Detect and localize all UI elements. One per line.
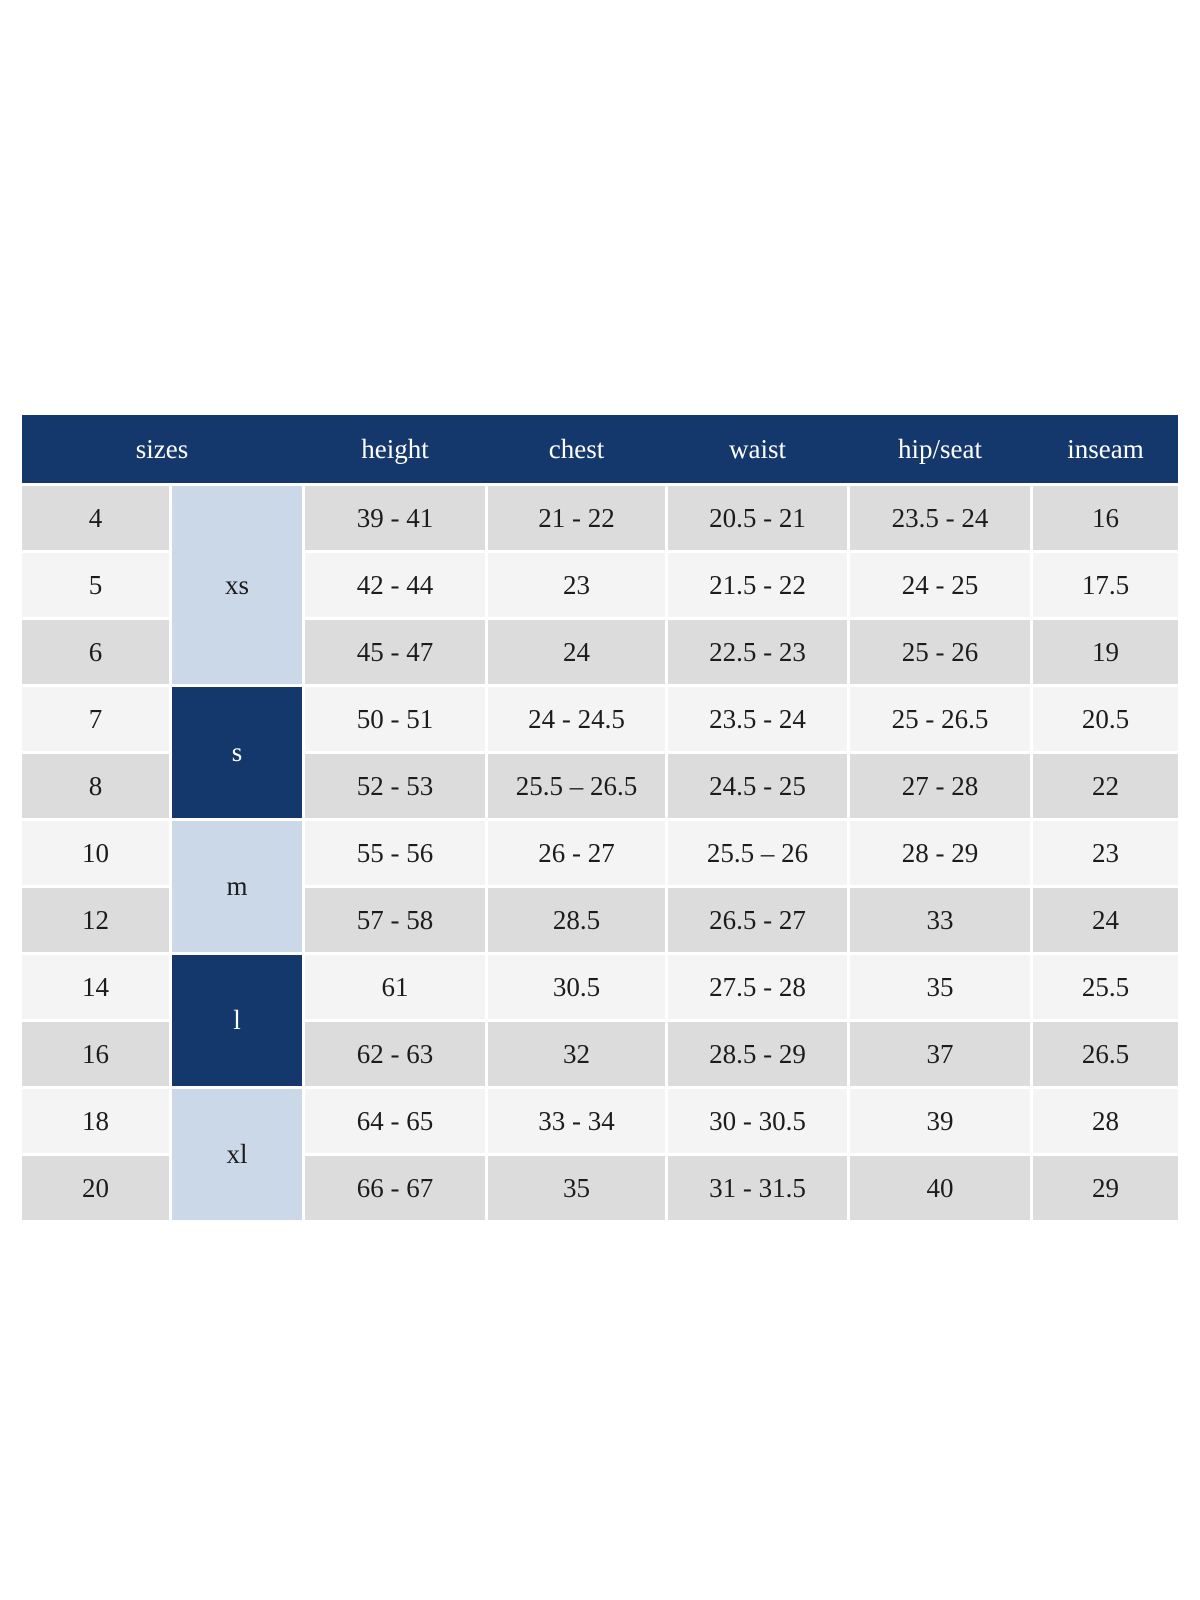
height-cell: 61 xyxy=(305,955,485,1019)
inseam-cell: 26.5 xyxy=(1033,1022,1178,1086)
chest-cell: 35 xyxy=(488,1156,665,1220)
inseam-cell: 20.5 xyxy=(1033,687,1178,751)
inseam-cell: 25.5 xyxy=(1033,955,1178,1019)
waist-cell: 21.5 - 22 xyxy=(668,553,847,617)
size-cell: 18 xyxy=(22,1089,169,1153)
inseam-cell: 16 xyxy=(1033,486,1178,550)
size-cell: 10 xyxy=(22,821,169,885)
header-hip-seat: hip/seat xyxy=(898,433,982,464)
size-cell: 7 xyxy=(22,687,169,751)
hip-seat-cell: 37 xyxy=(850,1022,1030,1086)
table-row: 5 42 - 44 23 21.5 - 22 24 - 25 17.5 xyxy=(22,553,1178,617)
group-label-s: s xyxy=(172,687,302,818)
hip-seat-cell: 33 xyxy=(850,888,1030,952)
height-cell: 45 - 47 xyxy=(305,620,485,684)
group-label-xs: xs xyxy=(172,486,302,684)
size-cell: 8 xyxy=(22,754,169,818)
waist-cell: 24.5 - 25 xyxy=(668,754,847,818)
waist-cell: 31 - 31.5 xyxy=(668,1156,847,1220)
hip-seat-cell: 24 - 25 xyxy=(850,553,1030,617)
table-row: 20 66 - 67 35 31 - 31.5 40 29 xyxy=(22,1156,1178,1220)
waist-cell: 27.5 - 28 xyxy=(668,955,847,1019)
table-row: 18 64 - 65 33 - 34 30 - 30.5 39 28 xyxy=(22,1089,1178,1153)
waist-cell: 22.5 - 23 xyxy=(668,620,847,684)
height-cell: 62 - 63 xyxy=(305,1022,485,1086)
hip-seat-cell: 25 - 26 xyxy=(850,620,1030,684)
chest-cell: 25.5 – 26.5 xyxy=(488,754,665,818)
chest-cell: 26 - 27 xyxy=(488,821,665,885)
table-row: 10 55 - 56 26 - 27 25.5 – 26 28 - 29 23 xyxy=(22,821,1178,885)
table-header-row: sizes height chest waist hip/seat inseam xyxy=(22,415,1178,483)
inseam-cell: 17.5 xyxy=(1033,553,1178,617)
height-cell: 52 - 53 xyxy=(305,754,485,818)
hip-seat-cell: 40 xyxy=(850,1156,1030,1220)
table-row: 6 45 - 47 24 22.5 - 23 25 - 26 19 xyxy=(22,620,1178,684)
inseam-cell: 28 xyxy=(1033,1089,1178,1153)
chest-cell: 32 xyxy=(488,1022,665,1086)
chest-cell: 24 - 24.5 xyxy=(488,687,665,751)
hip-seat-cell: 27 - 28 xyxy=(850,754,1030,818)
waist-cell: 26.5 - 27 xyxy=(668,888,847,952)
height-cell: 64 - 65 xyxy=(305,1089,485,1153)
table-row: 7 50 - 51 24 - 24.5 23.5 - 24 25 - 26.5 … xyxy=(22,687,1178,751)
header-sizes: sizes xyxy=(135,433,189,464)
waist-cell: 30 - 30.5 xyxy=(668,1089,847,1153)
height-cell: 42 - 44 xyxy=(305,553,485,617)
inseam-cell: 29 xyxy=(1033,1156,1178,1220)
waist-cell: 20.5 - 21 xyxy=(668,486,847,550)
inseam-cell: 24 xyxy=(1033,888,1178,952)
chest-cell: 24 xyxy=(488,620,665,684)
header-height: height xyxy=(361,433,429,464)
table-row: 4 39 - 41 21 - 22 20.5 - 21 23.5 - 24 16 xyxy=(22,486,1178,550)
chest-cell: 23 xyxy=(488,553,665,617)
group-label-l: l xyxy=(172,955,302,1086)
hip-seat-cell: 39 xyxy=(850,1089,1030,1153)
size-chart-table: sizes height chest waist hip/seat inseam… xyxy=(22,415,1178,1223)
height-cell: 39 - 41 xyxy=(305,486,485,550)
size-cell: 20 xyxy=(22,1156,169,1220)
chest-cell: 21 - 22 xyxy=(488,486,665,550)
inseam-cell: 19 xyxy=(1033,620,1178,684)
height-cell: 66 - 67 xyxy=(305,1156,485,1220)
table-body: 4 39 - 41 21 - 22 20.5 - 21 23.5 - 24 16… xyxy=(22,486,1178,1220)
height-cell: 57 - 58 xyxy=(305,888,485,952)
hip-seat-cell: 23.5 - 24 xyxy=(850,486,1030,550)
height-cell: 50 - 51 xyxy=(305,687,485,751)
hip-seat-cell: 28 - 29 xyxy=(850,821,1030,885)
waist-cell: 25.5 – 26 xyxy=(668,821,847,885)
hip-seat-cell: 25 - 26.5 xyxy=(850,687,1030,751)
group-label-xl: xl xyxy=(172,1089,302,1220)
chest-cell: 30.5 xyxy=(488,955,665,1019)
inseam-cell: 23 xyxy=(1033,821,1178,885)
size-cell: 4 xyxy=(22,486,169,550)
header-inseam: inseam xyxy=(1067,433,1144,464)
table-row: 12 57 - 58 28.5 26.5 - 27 33 24 xyxy=(22,888,1178,952)
size-cell: 6 xyxy=(22,620,169,684)
waist-cell: 23.5 - 24 xyxy=(668,687,847,751)
size-cell: 16 xyxy=(22,1022,169,1086)
table-row: 8 52 - 53 25.5 – 26.5 24.5 - 25 27 - 28 … xyxy=(22,754,1178,818)
chest-cell: 28.5 xyxy=(488,888,665,952)
chest-cell: 33 - 34 xyxy=(488,1089,665,1153)
table-row: 14 61 30.5 27.5 - 28 35 25.5 xyxy=(22,955,1178,1019)
size-cell: 5 xyxy=(22,553,169,617)
waist-cell: 28.5 - 29 xyxy=(668,1022,847,1086)
header-waist: waist xyxy=(729,433,786,464)
height-cell: 55 - 56 xyxy=(305,821,485,885)
table-row: 16 62 - 63 32 28.5 - 29 37 26.5 xyxy=(22,1022,1178,1086)
header-chest: chest xyxy=(548,433,605,464)
group-label-m: m xyxy=(172,821,302,952)
inseam-cell: 22 xyxy=(1033,754,1178,818)
size-cell: 14 xyxy=(22,955,169,1019)
size-cell: 12 xyxy=(22,888,169,952)
hip-seat-cell: 35 xyxy=(850,955,1030,1019)
